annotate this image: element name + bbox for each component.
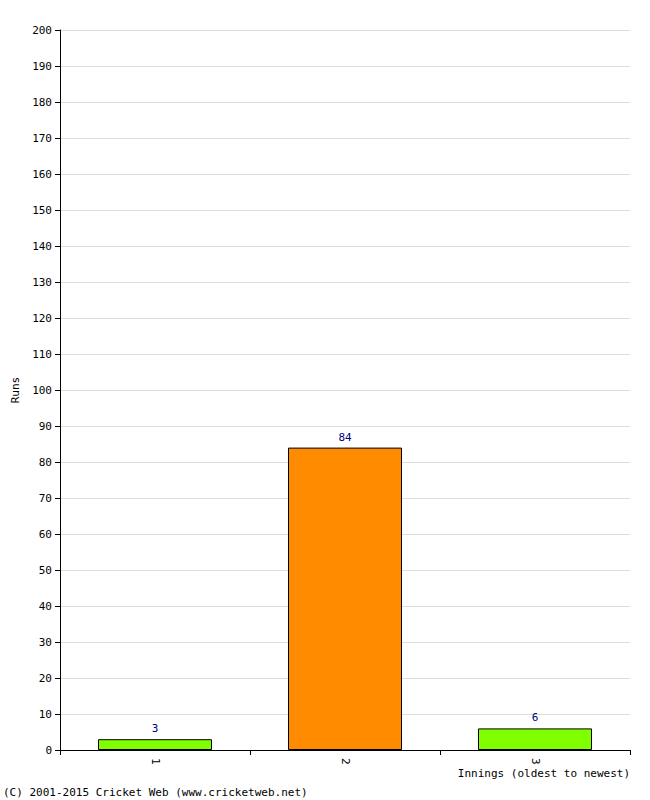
svg-text:160: 160 [32, 168, 52, 181]
svg-text:3: 3 [152, 722, 159, 735]
svg-text:30: 30 [39, 636, 52, 649]
svg-text:10: 10 [39, 708, 52, 721]
svg-text:(C) 2001-2015 Cricket Web (www: (C) 2001-2015 Cricket Web (www.cricketwe… [3, 786, 308, 799]
svg-text:110: 110 [32, 348, 52, 361]
svg-text:40: 40 [39, 600, 52, 613]
svg-text:90: 90 [39, 420, 52, 433]
svg-text:Innings (oldest to newest): Innings (oldest to newest) [458, 767, 630, 780]
svg-text:150: 150 [32, 204, 52, 217]
svg-text:120: 120 [32, 312, 52, 325]
svg-text:Runs: Runs [9, 377, 22, 404]
svg-text:170: 170 [32, 132, 52, 145]
svg-text:0: 0 [45, 744, 52, 757]
svg-text:80: 80 [39, 456, 52, 469]
svg-text:60: 60 [39, 528, 52, 541]
svg-text:6: 6 [532, 711, 539, 724]
svg-text:84: 84 [338, 431, 352, 444]
svg-text:2: 2 [339, 758, 352, 765]
svg-text:180: 180 [32, 96, 52, 109]
svg-text:140: 140 [32, 240, 52, 253]
svg-text:100: 100 [32, 384, 52, 397]
svg-text:1: 1 [149, 758, 162, 765]
svg-text:70: 70 [39, 492, 52, 505]
svg-text:20: 20 [39, 672, 52, 685]
svg-text:200: 200 [32, 24, 52, 37]
svg-text:50: 50 [39, 564, 52, 577]
svg-text:130: 130 [32, 276, 52, 289]
svg-text:3: 3 [529, 758, 542, 765]
svg-text:190: 190 [32, 60, 52, 73]
